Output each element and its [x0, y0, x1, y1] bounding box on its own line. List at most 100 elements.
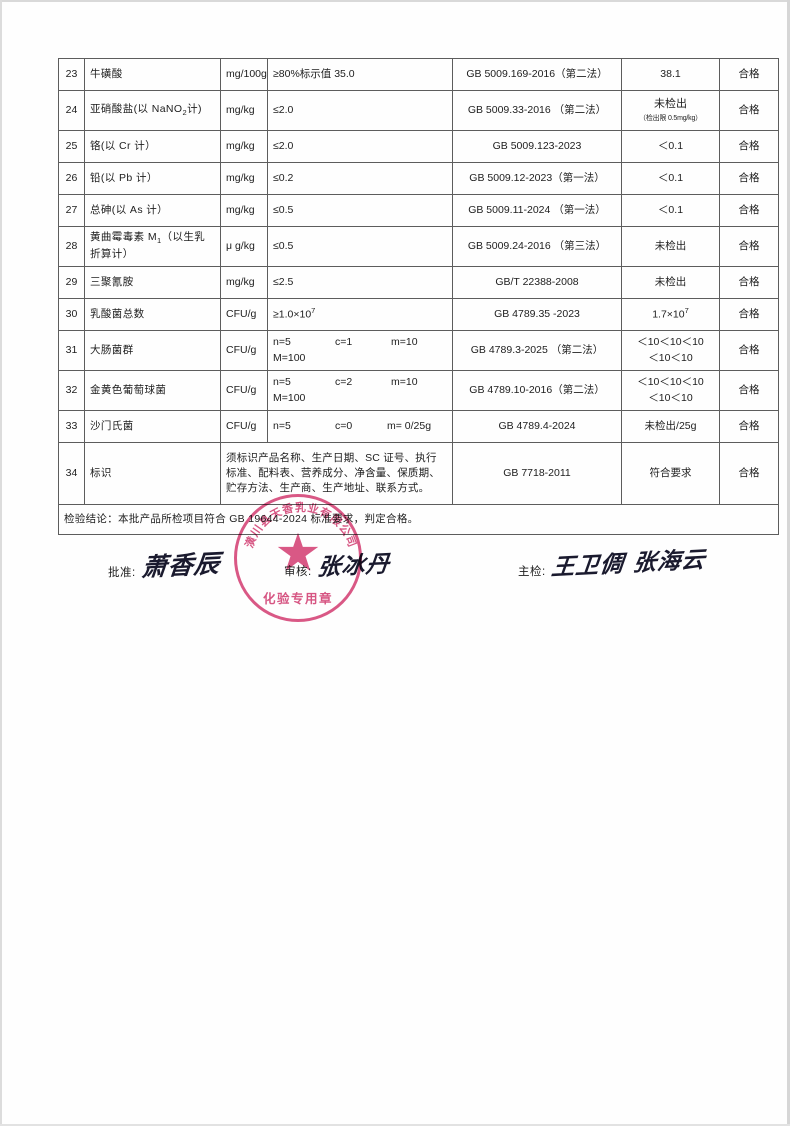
row-judgement: 合格: [719, 130, 779, 163]
table-row: 25 铬(以 Cr 计） mg/kg ≤2.0 GB 5009.123-2023…: [58, 130, 779, 163]
row-unit: mg/kg: [220, 194, 268, 227]
company-seal-stamp: 潢川县天香乳业有限公司 化验专用章: [234, 494, 362, 622]
row-unit: CFU/g: [220, 330, 268, 371]
row-item: 铬(以 Cr 计）: [84, 130, 221, 163]
row-item-suffix: 计): [187, 103, 202, 116]
row-result: 未检出/25g: [621, 410, 720, 443]
row-result: 符合要求: [621, 442, 720, 505]
row-result: 1.7×107: [621, 298, 720, 331]
row-spec: n=5 c=0 m= 0/25g: [267, 410, 453, 443]
row-number: 23: [58, 58, 85, 91]
table-row: 27 总砷(以 As 计） mg/kg ≤0.5 GB 5009.11-2024…: [58, 194, 779, 227]
seal-bottom-text: 化验专用章: [262, 591, 333, 606]
row-number: 30: [58, 298, 85, 331]
row-spec: ≥80%标示值 35.0: [267, 58, 453, 91]
table-row: 30 乳酸菌总数 CFU/g ≥1.0×107 GB 4789.35 -2023…: [58, 298, 779, 331]
row-number: 34: [58, 442, 85, 505]
row-judgement: 合格: [719, 410, 779, 443]
inspection-results-table: 23 牛磺酸 mg/100g ≥80%标示值 35.0 GB 5009.169-…: [58, 58, 779, 535]
row-spec-n: n=5: [273, 376, 291, 389]
row-spec-merged: 须标识产品名称、生产日期、SC 证号、执行标准、配料表、营养成分、净含量、保质期…: [220, 442, 453, 505]
row-judgement: 合格: [719, 298, 779, 331]
row-spec: ≤2.5: [267, 266, 453, 299]
row-result-line1: ＜10＜10＜10: [637, 336, 704, 349]
row-item-prefix: 亚硝酸盐(以 NaNO: [90, 103, 183, 116]
row-spec-exponent: 7: [311, 306, 316, 316]
table-row: 23 牛磺酸 mg/100g ≥80%标示值 35.0 GB 5009.169-…: [58, 58, 779, 91]
row-standard: GB/T 22388-2008: [452, 266, 622, 299]
row-judgement: 合格: [719, 194, 779, 227]
table-row: 34 标识 须标识产品名称、生产日期、SC 证号、执行标准、配料表、营养成分、净…: [58, 442, 779, 505]
page-edge-right: [787, 0, 790, 1126]
row-item: 标识: [84, 442, 221, 505]
row-result-exponent: 7: [684, 306, 689, 316]
row-result: 38.1: [621, 58, 720, 91]
row-spec-M: M=100: [273, 351, 306, 364]
row-spec-c: c=2: [335, 376, 353, 389]
row-spec: n=5 c=2 m=10 M=100: [267, 370, 453, 411]
row-unit: CFU/g: [220, 298, 268, 331]
row-result-detection-limit: （检出限 0.5mg/kg）: [639, 114, 702, 122]
row-spec-m: m=10: [391, 376, 418, 389]
row-unit: mg/kg: [220, 266, 268, 299]
row-unit: mg/kg: [220, 90, 268, 131]
row-judgement: 合格: [719, 266, 779, 299]
signature-row: 批准: 萧香辰 审核: 张冰丹 主检: 王卫倜 张海云: [58, 540, 758, 586]
row-judgement: 合格: [719, 90, 779, 131]
table-row: 28 黄曲霉毒素 M1（以生乳折算计） μ g/kg ≤0.5 GB 5009.…: [58, 226, 779, 267]
row-number: 32: [58, 370, 85, 411]
row-unit: μ g/kg: [220, 226, 268, 267]
row-standard: GB 4789.4-2024: [452, 410, 622, 443]
row-judgement: 合格: [719, 370, 779, 411]
row-spec-n: n=5: [273, 336, 291, 349]
row-item: 牛磺酸: [84, 58, 221, 91]
row-number: 26: [58, 162, 85, 195]
row-item: 三聚氰胺: [84, 266, 221, 299]
row-result: 未检出: [621, 226, 720, 267]
row-judgement: 合格: [719, 226, 779, 267]
row-result: 未检出 （检出限 0.5mg/kg）: [621, 90, 720, 131]
table-row: 24 亚硝酸盐(以 NaNO2计) mg/kg ≤2.0 GB 5009.33-…: [58, 90, 779, 131]
conclusion-text: 检验结论：本批产品所检项目符合 GB 19644-2024 标准要求，判定合格。: [58, 504, 779, 535]
row-unit: mg/100g: [220, 58, 268, 91]
row-judgement: 合格: [719, 330, 779, 371]
row-standard: GB 4789.3-2025 （第二法）: [452, 330, 622, 371]
row-item-subscript: 1: [156, 236, 162, 246]
row-number: 29: [58, 266, 85, 299]
row-spec: ≤2.0: [267, 90, 453, 131]
row-spec: ≤0.2: [267, 162, 453, 195]
page-edge-top: [0, 0, 790, 2]
row-spec-c: c=0: [335, 419, 353, 432]
row-judgement: 合格: [719, 58, 779, 91]
table-row: 29 三聚氰胺 mg/kg ≤2.5 GB/T 22388-2008 未检出 合…: [58, 266, 779, 299]
row-spec-m: m=10: [391, 336, 418, 349]
row-spec: ≤2.0: [267, 130, 453, 163]
row-spec: n=5 c=1 m=10 M=100: [267, 330, 453, 371]
row-result-line1: ＜10＜10＜10: [637, 376, 704, 389]
row-spec-n: n=5: [273, 419, 291, 432]
chief-label: 主检:: [518, 566, 546, 578]
row-item: 总砷(以 As 计）: [84, 194, 221, 227]
row-spec-c: c=1: [335, 336, 353, 349]
table-row: 32 金黄色葡萄球菌 CFU/g n=5 c=2 m=10 M=100 GB 4789…: [58, 370, 779, 411]
row-number: 25: [58, 130, 85, 163]
row-spec-m: m= 0/25g: [387, 419, 432, 432]
row-number: 24: [58, 90, 85, 131]
row-item: 亚硝酸盐(以 NaNO2计): [84, 90, 221, 131]
row-result-value: 1.7×10: [652, 308, 685, 321]
table-row: 31 大肠菌群 CFU/g n=5 c=1 m=10 M=100 GB 4789.3-…: [58, 330, 779, 371]
row-result: ＜0.1: [621, 130, 720, 163]
row-standard: GB 5009.11-2024 （第一法）: [452, 194, 622, 227]
row-standard: GB 5009.33-2016 （第二法）: [452, 90, 622, 131]
chief-signature-group: 主检: 王卫倜 张海云: [518, 546, 707, 582]
row-result: 未检出: [621, 266, 720, 299]
row-judgement: 合格: [719, 442, 779, 505]
table-row: 26 铅(以 Pb 计） mg/kg ≤0.2 GB 5009.12-2023（…: [58, 162, 779, 195]
page-edge-left: [0, 0, 2, 1126]
page-edge-bottom: [0, 1124, 790, 1126]
row-spec-value: ≥1.0×10: [273, 308, 312, 321]
row-result: ＜0.1: [621, 162, 720, 195]
row-result-value: 未检出: [654, 97, 687, 110]
five-point-star-icon: [277, 532, 319, 572]
